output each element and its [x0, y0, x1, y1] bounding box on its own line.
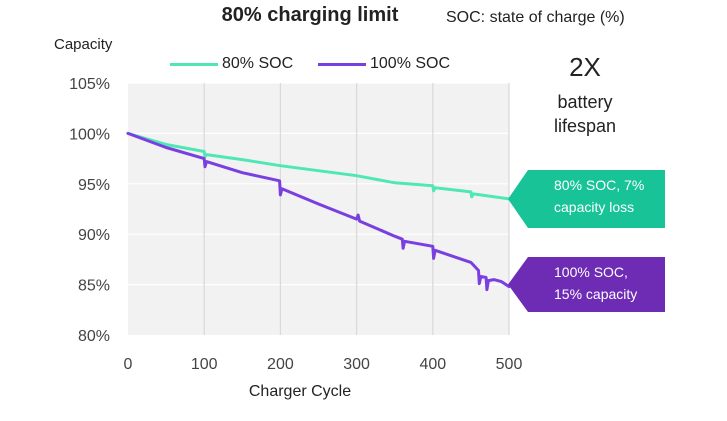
x-axis-label: Charger Cycle	[248, 383, 352, 400]
series-line-100-soc	[126, 131, 511, 292]
legend-swatch-80-soc	[170, 62, 218, 66]
y-tick-label: 90%	[78, 227, 110, 244]
x-tick-label: 100	[191, 356, 218, 373]
chart-subtitle: SOC: state of charge (%)	[446, 9, 625, 26]
series-line-80-soc	[126, 131, 511, 201]
callout-100-soc-line1: 100% SOC,	[554, 264, 628, 280]
legend-item-80-soc: 80% SOC	[170, 55, 293, 73]
x-tick-label: 300	[343, 356, 370, 373]
x-axis-ticks: 0 100 200 300 400 500	[124, 356, 523, 373]
callout-100-soc: 100% SOC, 15% capacity	[508, 257, 665, 312]
legend-swatch-100-soc	[318, 62, 366, 66]
y-axis-label: Capacity	[54, 36, 113, 53]
lifespan-note-line1: battery	[557, 92, 613, 112]
callout-100-soc-line2: 15% capacity	[554, 286, 638, 302]
y-tick-label: 100%	[69, 126, 110, 143]
y-tick-label: 105%	[69, 76, 110, 93]
callout-80-soc-line1: 80% SOC, 7%	[554, 177, 645, 193]
x-tick-label: 400	[419, 356, 446, 373]
y-axis-ticks: 80% 85% 90% 95% 100% 105%	[69, 76, 110, 345]
series-lines	[126, 131, 511, 292]
legend-label-100-soc: 100% SOC	[370, 55, 451, 72]
lifespan-note: battery lifespan	[535, 90, 635, 138]
callout-80-soc-line2: capacity loss	[554, 199, 635, 215]
x-tick-label: 0	[124, 356, 133, 373]
chart-title: 80% charging limit	[221, 4, 399, 26]
x-tick-label: 500	[496, 356, 523, 373]
callout-80-soc: 80% SOC, 7% capacity loss	[508, 170, 665, 228]
lifespan-multiplier: 2X	[569, 52, 601, 82]
legend-item-100-soc: 100% SOC	[318, 55, 450, 73]
legend-label-80-soc: 80% SOC	[222, 55, 294, 72]
y-tick-label: 80%	[78, 328, 110, 345]
y-tick-label: 95%	[78, 177, 110, 194]
lifespan-note-line2: lifespan	[553, 116, 617, 136]
plot-area	[128, 83, 509, 335]
y-tick-label: 85%	[78, 278, 110, 295]
grid-lines	[128, 82, 510, 335]
x-tick-label: 200	[267, 356, 294, 373]
